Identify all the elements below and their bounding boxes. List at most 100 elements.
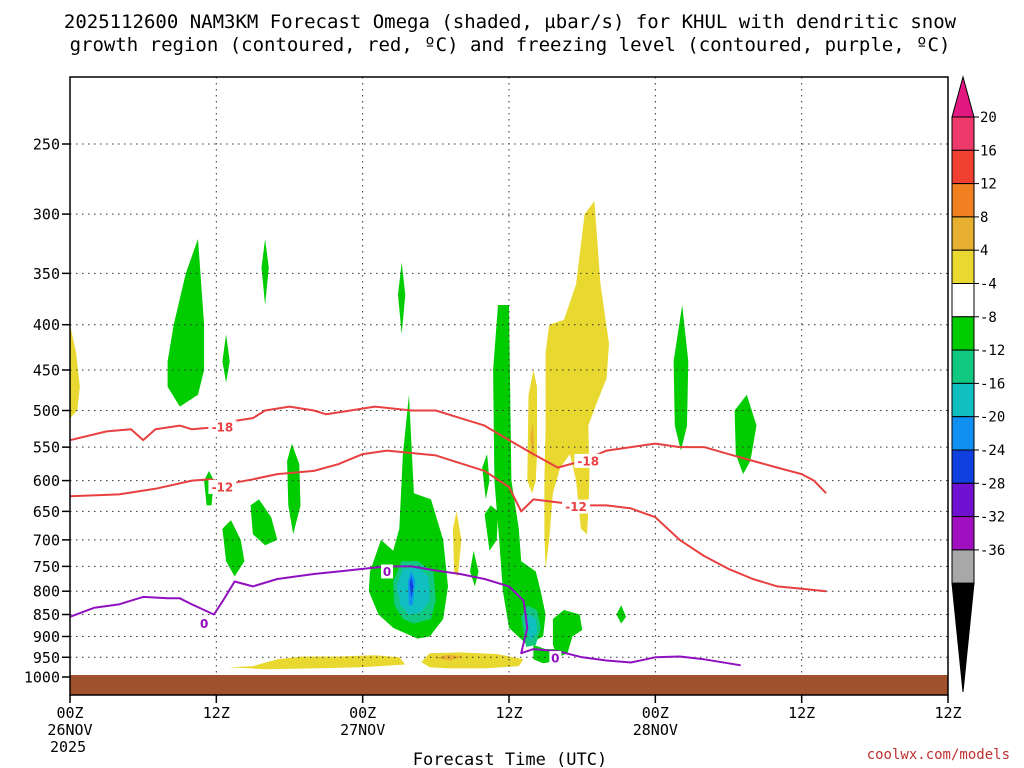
omega-region-14	[484, 505, 498, 551]
x-axis-label: Forecast Time (UTC)	[413, 750, 607, 768]
colorbar-bottom-triangle	[951, 582, 975, 693]
y-tick-label-450: 450	[33, 361, 60, 379]
y-tick-label-500: 500	[33, 402, 60, 420]
omega-region-27	[530, 421, 534, 461]
y-tick-label-700: 700	[33, 531, 60, 549]
x-tick-date-4: 28NOV	[633, 721, 678, 739]
colorbar: 20 16 12 8 4 -4 -8 -12 -16 -20 -24 -28 -32 -36	[951, 75, 1005, 693]
x-tick-label-5: 12Z	[788, 704, 815, 722]
x-tick-date-2: 27NOV	[340, 721, 385, 739]
colorbar-segment-1	[951, 149, 975, 185]
contour-label-2-2: 0	[551, 652, 559, 666]
omega-region-12	[409, 576, 414, 599]
contour-line-2	[70, 565, 741, 667]
colorbar-segment-4	[951, 249, 975, 284]
contour-label-bg-2-2	[549, 651, 562, 666]
y-tick-label-250: 250	[33, 136, 60, 154]
chart-title-line-2: growth region (contoured, red, ºC) and f…	[70, 34, 951, 56]
x-tick-year-0: 2025	[50, 738, 86, 756]
y-tick-label-300: 300	[33, 206, 60, 224]
colorbar-label-0: 20	[980, 110, 997, 126]
contour-label-2-1: 0	[383, 565, 391, 579]
colorbar-label-5: -4	[980, 277, 997, 293]
omega-region-24	[70, 324, 80, 419]
contour-label-0-0: -18	[212, 421, 234, 435]
x-tick-label-3: 12Z	[495, 704, 522, 722]
colorbar-segment-2	[951, 183, 975, 218]
x-tick-label-4: 00Z	[642, 704, 669, 722]
y-tick-label-600: 600	[33, 472, 60, 490]
chart-title-line-1: 2025112600 NAM3KM Forecast Omega (shaded…	[64, 11, 957, 33]
omega-shading-layer	[70, 201, 757, 670]
omega-region-22	[673, 305, 689, 451]
colorbar-top-triangle	[951, 75, 975, 118]
colorbar-segment-13	[951, 549, 975, 584]
colorbar-label-13: -36	[980, 543, 1005, 559]
colorbar-label-6: -8	[980, 310, 997, 326]
y-tick-label-550: 550	[33, 439, 60, 457]
contour-line-0	[70, 405, 827, 494]
omega-region-29	[228, 655, 406, 670]
omega-region-2	[222, 334, 230, 383]
colorbar-segment-9	[951, 416, 975, 451]
colorbar-label-3: 8	[980, 210, 988, 226]
omega-region-30	[421, 652, 524, 669]
colorbar-label-11: -28	[980, 476, 1005, 492]
x-tick-label-1: 12Z	[203, 704, 230, 722]
y-tick-label-650: 650	[33, 503, 60, 521]
colorbar-segment-5	[951, 283, 975, 318]
contour-label-1-0: -12	[212, 480, 234, 494]
omega-region-0	[167, 238, 205, 407]
colorbar-label-7: -12	[980, 343, 1005, 359]
omega-region-16	[493, 305, 546, 645]
y-tick-label-1000: 1000	[24, 669, 60, 687]
colorbar-segment-10	[951, 449, 975, 484]
colorbar-label-8: -16	[980, 376, 1005, 392]
colorbar-label-2: 12	[980, 177, 997, 193]
colorbar-segment-3	[951, 216, 975, 251]
contour-label-bg-0-1	[574, 453, 603, 468]
x-tick-date-0: 26NOV	[47, 721, 92, 739]
credit-link[interactable]: coolwx.com/models	[867, 747, 1010, 763]
y-tick-label-350: 350	[33, 265, 60, 283]
omega-region-13	[470, 550, 479, 587]
terrain-surface	[70, 675, 948, 695]
x-tick-label-0: 00Z	[56, 704, 83, 722]
omega-region-18	[524, 614, 537, 641]
y-tick-label-800: 800	[33, 583, 60, 601]
y-axis-ticks: 250 300 350 400 450 500 550 600 650 700 750 800 850 9…	[24, 136, 70, 687]
colorbar-segment-12	[951, 516, 975, 551]
omega-region-1	[261, 238, 269, 305]
omega-region-5	[222, 520, 245, 577]
omega-region-6	[250, 499, 278, 546]
y-tick-label-850: 850	[33, 606, 60, 624]
x-tick-label-2: 00Z	[349, 704, 376, 722]
contour-line-1	[70, 449, 827, 593]
y-tick-label-400: 400	[33, 316, 60, 334]
colorbar-segment-0	[951, 116, 975, 151]
y-tick-label-750: 750	[33, 558, 60, 576]
plot-area: -18 -18 -12 -12 0 0 0 250 300 350 400 450 500 550 600…	[24, 76, 962, 756]
colorbar-segment-11	[951, 482, 975, 518]
colorbar-label-9: -20	[980, 410, 1005, 426]
gridlines	[70, 77, 948, 695]
colorbar-segment-8	[951, 382, 975, 418]
x-tick-label-6: 12Z	[934, 704, 961, 722]
y-tick-label-900: 900	[33, 628, 60, 646]
contour-label-bg-2-1	[381, 564, 394, 579]
y-tick-label-950: 950	[33, 649, 60, 667]
omega-region-25	[452, 511, 462, 577]
omega-region-7	[287, 443, 301, 535]
colorbar-label-4: 4	[980, 243, 988, 259]
contour-label-bg-1-1	[562, 499, 591, 514]
contour-label-bg-1-0	[208, 479, 237, 494]
colorbar-label-1: 16	[980, 143, 997, 159]
contour-label-0-1: -18	[577, 454, 599, 468]
contour-label-bg-0-0	[208, 420, 237, 435]
omega-region-3	[398, 262, 406, 335]
omega-region-23	[734, 394, 757, 475]
contour-label-1-1: -12	[565, 500, 587, 514]
omega-region-28	[544, 201, 609, 569]
